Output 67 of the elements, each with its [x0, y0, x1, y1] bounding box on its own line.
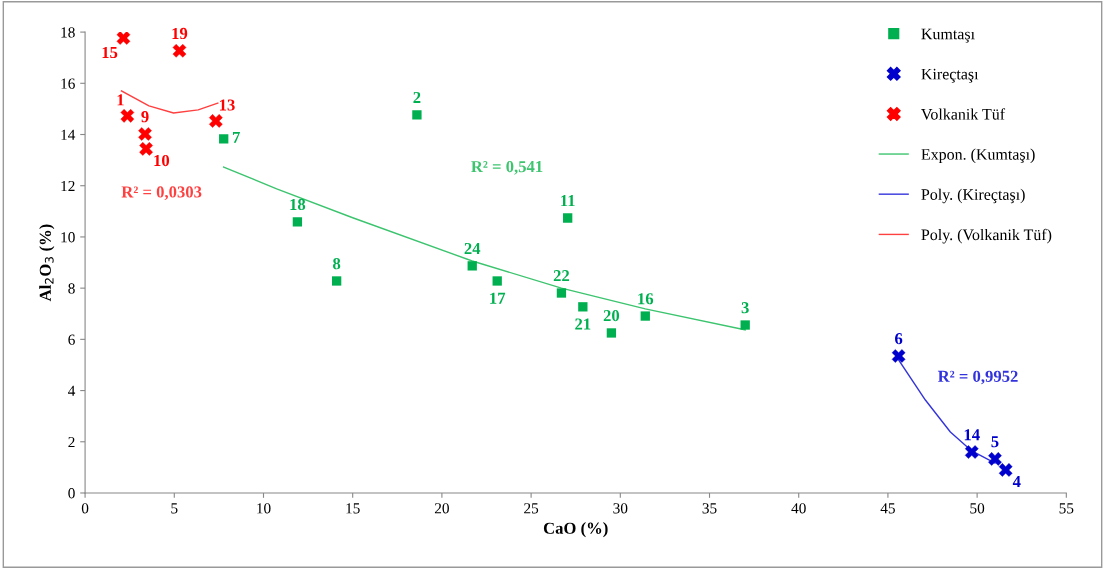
annotation: R² = 0,541: [471, 160, 543, 175]
annotation: R² = 0,9952: [937, 370, 1018, 385]
x-axis-title: CaO (%): [543, 522, 608, 538]
x-tick-label: 30: [613, 503, 628, 514]
x-tick-label: 50: [970, 503, 985, 514]
y-tick-label: 0: [68, 488, 75, 499]
annotation: 24: [464, 242, 481, 254]
annotation: 15: [102, 46, 118, 59]
annotation: 1: [117, 94, 124, 106]
y-tick-label: 16: [61, 78, 75, 89]
x-tick-label: 35: [702, 503, 717, 514]
annotation: 6: [895, 333, 903, 345]
point: [640, 311, 650, 321]
y-tick-label: 14: [61, 129, 76, 140]
y-tick-label: 10: [61, 232, 75, 243]
annotation: R² = 0,0303: [121, 186, 202, 200]
legend-label: Poly. (Volkanik Tüf): [921, 228, 1052, 244]
annotation: 11: [561, 195, 575, 207]
annotation: 16: [638, 293, 654, 305]
y-axis-title: Al$_{2}$O$_{3}$ (%): [39, 224, 55, 302]
legend-label: Kumtaşı: [921, 28, 975, 43]
annotation: 9: [141, 111, 149, 123]
y-tick-label: 18: [61, 27, 75, 38]
point: [467, 261, 477, 271]
point: [556, 288, 567, 298]
annotation: 2: [413, 91, 421, 103]
x-tick-label: 40: [791, 503, 806, 514]
x-tick-label: 10: [257, 503, 271, 514]
x-tick-label: 0: [81, 503, 89, 514]
point: [606, 328, 617, 338]
x-tick-label: 45: [880, 503, 895, 514]
annotation: 14: [964, 429, 980, 441]
annotation: 21: [575, 318, 591, 330]
annotation: 8: [333, 258, 341, 270]
point: [331, 276, 342, 286]
annotation: 18: [290, 198, 306, 211]
y-tick-label: 4: [68, 385, 76, 396]
annotation: 17: [490, 292, 506, 304]
x-tick-label: 5: [171, 503, 178, 514]
legend-label: Poly. (Kireçtaşı): [921, 188, 1025, 204]
annotation: 13: [219, 99, 235, 111]
annotation: 10: [154, 154, 170, 167]
point: [412, 110, 422, 120]
annotation: 3: [741, 302, 749, 314]
point: [492, 276, 502, 286]
annotation: 19: [172, 27, 188, 40]
legend-label: Kireçtaşı: [921, 68, 979, 83]
y-tick-label: 12: [61, 180, 75, 192]
point: [219, 134, 229, 144]
annotation: 7: [232, 131, 240, 143]
legend-label: Volkanik Tüf: [921, 108, 1006, 120]
annotation: 22: [553, 270, 570, 282]
annotation: 5: [991, 436, 999, 448]
point: [292, 217, 303, 227]
point: [563, 213, 573, 223]
legend-label: Expon. (Kumtaşı): [921, 148, 1035, 164]
x-tick-label: 55: [1059, 503, 1074, 514]
annotation: 4: [1012, 476, 1021, 488]
point: [740, 320, 750, 330]
x-tick-label: 25: [524, 503, 539, 514]
x-tick-label: 15: [346, 503, 360, 514]
y-tick-label: 8: [68, 283, 75, 294]
annotation: 20: [603, 309, 620, 322]
y-tick-label: 6: [68, 334, 75, 345]
x-tick-label: 20: [434, 503, 449, 514]
y-tick-label: 2: [68, 436, 75, 448]
point: [578, 302, 588, 312]
